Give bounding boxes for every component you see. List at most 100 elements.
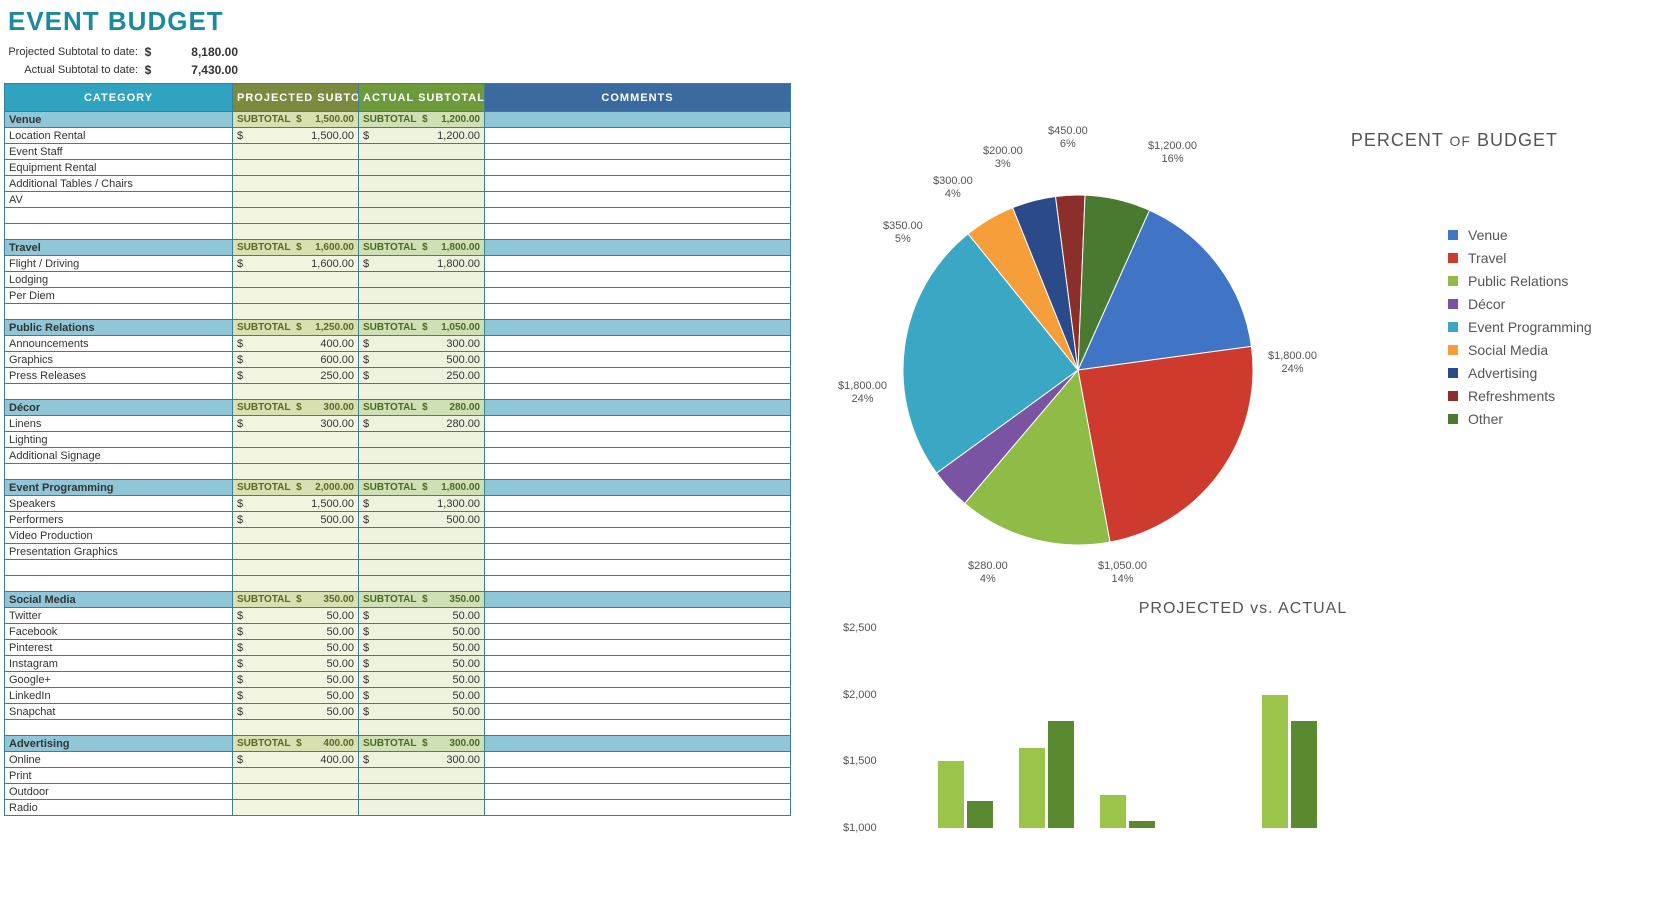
section-row: Public RelationsSUBTOTAL $1,250.00SUBTOT… [5,320,791,336]
legend-swatch [1448,391,1458,401]
legend-item: Advertising [1448,365,1592,381]
legend-label: Refreshments [1468,388,1555,404]
item-actual [359,192,485,208]
item-projected [233,176,359,192]
table-row: Per Diem [5,288,791,304]
currency-symbol: $ [138,45,158,59]
header-actual: ACTUAL SUBTOTAL [359,84,485,112]
legend-label: Décor [1468,296,1505,312]
item-projected: $400.00 [233,752,359,768]
header-comments: COMMENTS [485,84,791,112]
legend-item: Décor [1448,296,1592,312]
item-comment [485,528,791,544]
item-projected [233,160,359,176]
item-projected [233,208,359,224]
item-comment [485,752,791,768]
item-comment [485,432,791,448]
table-row: Snapchat$50.00$50.00 [5,704,791,720]
item-projected [233,768,359,784]
item-label [5,464,233,480]
bar-group [1262,695,1317,828]
bar-projected [1019,748,1045,828]
item-comment [485,160,791,176]
pie-slice-label: $200.003% [983,145,1023,171]
item-actual [359,208,485,224]
legend-swatch [1448,299,1458,309]
item-actual [359,528,485,544]
table-row: Graphics$600.00$500.00 [5,352,791,368]
item-comment [485,784,791,800]
item-comment [485,352,791,368]
item-projected: $50.00 [233,624,359,640]
bar-chart: $2,500$2,000$1,500$1,000 [858,628,1658,828]
y-axis-tick: $2,000 [843,689,877,701]
table-row: Twitter$50.00$50.00 [5,608,791,624]
item-actual: $300.00 [359,752,485,768]
legend-item: Public Relations [1448,273,1592,289]
header-projected: PROJECTED SUBTOTAL [233,84,359,112]
item-comment [485,704,791,720]
item-actual [359,464,485,480]
item-actual [359,144,485,160]
item-projected: $50.00 [233,704,359,720]
item-actual [359,768,485,784]
item-comment [485,144,791,160]
table-row: Location Rental$1,500.00$1,200.00 [5,128,791,144]
legend-label: Social Media [1468,342,1548,358]
section-row: DécorSUBTOTAL $300.00SUBTOTAL $280.00 [5,400,791,416]
table-row [5,576,791,592]
item-comment [485,576,791,592]
table-row [5,208,791,224]
item-label [5,720,233,736]
item-projected [233,288,359,304]
section-row: Event ProgrammingSUBTOTAL $2,000.00SUBTO… [5,480,791,496]
item-comment [485,448,791,464]
item-label [5,224,233,240]
item-comment [485,608,791,624]
item-projected [233,304,359,320]
table-row [5,464,791,480]
projected-subtotal-value: 8,180.00 [158,45,238,59]
y-axis-tick: $1,500 [843,755,877,767]
item-actual [359,544,485,560]
item-projected: $300.00 [233,416,359,432]
item-label: LinkedIn [5,688,233,704]
table-row: Lighting [5,432,791,448]
item-actual [359,160,485,176]
legend-label: Advertising [1468,365,1537,381]
item-label: Twitter [5,608,233,624]
item-label: Event Staff [5,144,233,160]
y-axis-tick: $2,500 [843,622,877,634]
item-actual: $50.00 [359,624,485,640]
item-projected [233,784,359,800]
item-actual: $300.00 [359,336,485,352]
budget-table: CATEGORY PROJECTED SUBTOTAL ACTUAL SUBTO… [4,83,791,816]
section-name: Social Media [5,592,233,608]
legend-swatch [1448,253,1458,263]
table-row: Flight / Driving$1,600.00$1,800.00 [5,256,791,272]
pie-title: PERCENT OF BUDGET [1351,130,1558,151]
item-projected [233,464,359,480]
pie-slice-label: $1,800.0024% [838,380,887,406]
bar-actual [1048,721,1074,828]
item-comment [485,272,791,288]
item-label: Outdoor [5,784,233,800]
item-projected [233,432,359,448]
table-row [5,384,791,400]
bar-group [1019,721,1074,828]
item-projected [233,720,359,736]
item-label: Presentation Graphics [5,544,233,560]
table-row: AV [5,192,791,208]
item-actual [359,288,485,304]
item-comment [485,768,791,784]
legend-label: Travel [1468,250,1506,266]
item-comment [485,224,791,240]
item-actual: $500.00 [359,512,485,528]
table-row [5,304,791,320]
item-comment [485,496,791,512]
item-actual: $250.00 [359,368,485,384]
item-label [5,304,233,320]
table-row: Radio [5,800,791,816]
y-axis-tick: $1,000 [843,822,877,834]
item-actual: $280.00 [359,416,485,432]
